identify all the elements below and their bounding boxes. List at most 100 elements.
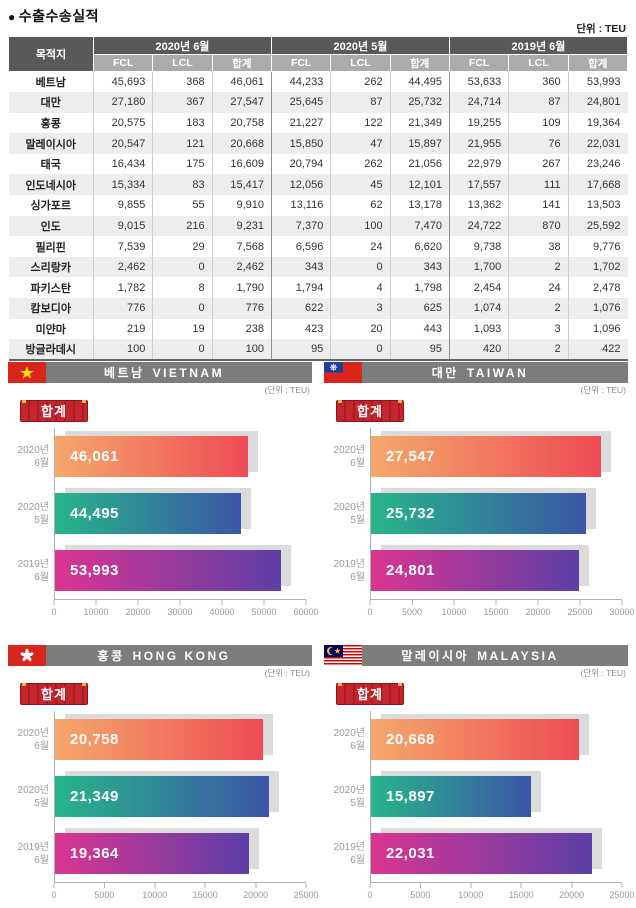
axis-tick-label: 0 — [367, 890, 373, 900]
value-cell: 15,417 — [211, 174, 272, 196]
value-cell: 1,096 — [567, 318, 628, 340]
value-cell: 53,993 — [567, 71, 628, 93]
value-cell: 7,370 — [270, 215, 331, 237]
chart-header: 홍콩 HONG KONG — [8, 645, 312, 666]
value-cell: 13,503 — [567, 195, 628, 216]
value-cell: 2,462 — [211, 256, 272, 278]
value-cell: 25,592 — [567, 215, 628, 237]
axis-tick-label: 25000 — [293, 890, 319, 900]
axis-tick-label: 20000 — [559, 890, 585, 900]
total-badge: 합계 — [336, 683, 404, 705]
table-row: 태국 16,434 175 16,609 20,794 262 21,056 22,979 26… — [9, 153, 628, 175]
bar: 21,349 — [55, 776, 270, 817]
bar-value: 20,668 — [386, 731, 435, 748]
axis-tick: 20000 — [243, 883, 268, 900]
value-cell: 19 — [152, 318, 213, 340]
destination-cell: 방글라데시 — [25, 344, 77, 357]
axis-tick: 15000 — [509, 883, 534, 900]
bar-row: 2019년 6월 24,801 — [334, 542, 622, 599]
value-cell: 122 — [330, 112, 391, 134]
axis-tick: 30000 — [167, 600, 193, 617]
bar-value: 21,349 — [70, 788, 119, 805]
value-cell: 9,910 — [211, 195, 272, 216]
value-cell: 1,794 — [270, 277, 331, 299]
value-cell: 368 — [152, 71, 213, 93]
value-cell: 20 — [330, 318, 391, 340]
value-cell: 21,227 — [270, 112, 331, 134]
value-cell: 141 — [508, 195, 569, 216]
axis-tick: 25000 — [609, 883, 635, 900]
bars-area: 2020년 6월 27,547 2020년 5월 25,732 2019년 6월 24,801 — [334, 428, 622, 599]
plot-area: 2020년 6월 27,547 2020년 5월 25,732 2019년 6월 24,801 … — [324, 428, 635, 623]
value-cell: 1,798 — [389, 277, 450, 299]
destination-cell: 베트남 — [35, 77, 66, 90]
chart-title-korean: 베트남 — [103, 366, 145, 380]
bar: 15,897 — [371, 776, 531, 817]
value-cell: 183 — [152, 112, 213, 134]
value-cell: 422 — [567, 339, 628, 360]
axis-tick: 20000 — [525, 600, 551, 617]
bar: 53,993 — [55, 550, 281, 591]
bar-row: 2020년 6월 46,061 — [18, 428, 306, 485]
axis-tick-label: 20000 — [525, 607, 551, 617]
table-subheader-total: 합계 — [389, 54, 450, 72]
axis-tick-label: 10000 — [441, 607, 467, 617]
axis-tick: 25000 — [567, 600, 593, 617]
bars-area: 2020년 6월 20,668 2020년 5월 15,897 2019년 6월 22,031 — [334, 711, 622, 882]
bullet-icon: ● — [8, 10, 16, 24]
table-subheader-total: 합계 — [211, 54, 272, 72]
value-cell: 45,693 — [92, 71, 153, 93]
chart-section: 베트남 VIETNAM (단위 : TEU) 합계 2020년 6월 46,061 2… — [8, 362, 319, 622]
value-cell: 20,547 — [92, 133, 153, 154]
table-row: 파키스탄 1,782 8 1,790 1,794 4 1,798 2,454 24 2,478 — [9, 277, 628, 299]
value-cell: 7,470 — [389, 215, 450, 237]
value-cell: 87 — [508, 92, 569, 113]
value-cell: 423 — [270, 318, 331, 340]
destination-cell: 인도 — [40, 220, 61, 233]
value-cell: 7,568 — [211, 236, 272, 257]
value-cell: 24,714 — [448, 92, 509, 113]
bar-category-label: 2019년 6월 — [17, 841, 49, 866]
axis-tick: 0 — [367, 600, 373, 617]
chart-unit-label: (단위 : TEU) — [264, 385, 310, 395]
export-table: 목적지 2020년 6월 2020년 5월 2019년 6월 FCL LCL 합… — [8, 36, 629, 361]
axis-tick: 10000 — [142, 883, 167, 900]
plot-area: 2020년 6월 20,758 2020년 5월 21,349 2019년 6월 19,364 … — [8, 711, 319, 906]
value-cell: 62 — [330, 195, 391, 216]
page-title: ● 수출수송실적 — [8, 8, 100, 24]
value-cell: 21,056 — [389, 153, 450, 175]
charts-grid: 베트남 VIETNAM (단위 : TEU) 합계 2020년 6월 46,061 2… — [8, 362, 635, 906]
axis-tick: 10000 — [458, 883, 483, 900]
table-row: 홍콩 20,575 183 20,758 21,227 122 21,349 19,255 10… — [9, 112, 628, 134]
bar-value: 20,758 — [70, 731, 119, 748]
axis-tick: 0 — [51, 600, 57, 617]
value-cell: 175 — [152, 153, 213, 175]
axis-tick-label: 15000 — [483, 607, 509, 617]
table-header-group-3: 2019년 6월 — [448, 36, 629, 55]
chart-title: 베트남 VIETNAM — [46, 362, 312, 383]
value-cell: 3 — [508, 318, 569, 340]
bar-value: 15,897 — [386, 788, 435, 805]
chart-title-korean: 말레이시아 — [401, 649, 470, 663]
bar-row: 2020년 5월 15,897 — [334, 768, 622, 825]
bar-row: 2020년 6월 20,758 — [18, 711, 306, 768]
axis-tick: 20000 — [125, 600, 151, 617]
value-cell: 100 — [92, 339, 153, 360]
chart-title-korean: 대만 — [431, 366, 459, 380]
chart-unit-label: (단위 : TEU) — [580, 668, 626, 678]
value-cell: 55 — [152, 195, 213, 216]
axis-tick: 10000 — [441, 600, 467, 617]
value-cell: 20,668 — [211, 133, 272, 154]
value-cell: 95 — [389, 339, 450, 360]
table-row: 스리랑카 2,462 0 2,462 343 0 343 1,700 2 1,702 — [8, 256, 628, 278]
destination-cell: 말레이시아 — [25, 138, 77, 151]
value-cell: 238 — [211, 318, 272, 340]
value-cell: 1,790 — [211, 277, 272, 299]
vietnam-flag-icon — [8, 362, 46, 383]
value-cell: 1,093 — [448, 318, 509, 340]
value-cell: 47 — [330, 133, 391, 154]
axis-tick: 0 — [367, 883, 373, 900]
chart-header: 말레이시아 MALAYSIA — [324, 645, 628, 666]
axis-tick: 5000 — [94, 883, 114, 900]
axis-tick-label: 5000 — [94, 890, 115, 900]
